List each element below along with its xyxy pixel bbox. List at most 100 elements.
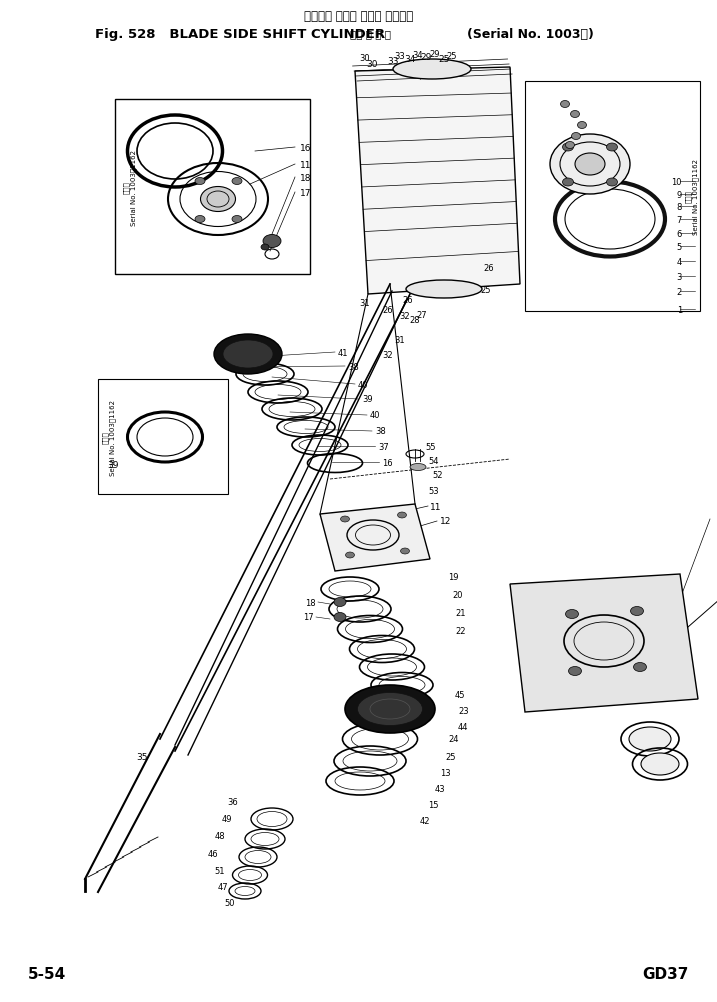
Text: （適 用 号 機: （適 用 号 機	[350, 29, 391, 39]
Text: 36: 36	[227, 798, 238, 807]
Text: 11: 11	[300, 160, 311, 169]
Ellipse shape	[563, 144, 574, 152]
Text: 5: 5	[677, 242, 682, 252]
Text: 18: 18	[300, 173, 311, 182]
Bar	[98, 380, 228, 495]
Text: 53: 53	[428, 487, 439, 496]
Text: 55: 55	[425, 443, 435, 452]
Text: 1: 1	[677, 306, 682, 315]
Ellipse shape	[634, 663, 647, 671]
Ellipse shape	[561, 101, 569, 108]
Ellipse shape	[201, 187, 235, 212]
Polygon shape	[510, 574, 698, 712]
Text: 22: 22	[455, 627, 465, 636]
Text: 7: 7	[677, 215, 682, 224]
Ellipse shape	[214, 335, 282, 375]
Ellipse shape	[607, 144, 617, 152]
Text: 33: 33	[387, 56, 399, 65]
Ellipse shape	[195, 178, 205, 185]
Text: 10: 10	[672, 177, 682, 186]
Text: 34: 34	[404, 54, 416, 63]
Text: 50: 50	[224, 899, 235, 908]
Text: 18: 18	[305, 598, 315, 607]
Text: 32: 32	[383, 350, 394, 359]
Text: 30: 30	[360, 53, 370, 62]
Polygon shape	[355, 68, 520, 295]
Ellipse shape	[641, 754, 679, 776]
Ellipse shape	[195, 216, 205, 223]
Text: 26: 26	[383, 306, 394, 315]
Text: 52: 52	[432, 471, 442, 480]
Polygon shape	[320, 504, 430, 571]
Text: 40: 40	[358, 380, 369, 389]
Text: 17: 17	[303, 613, 313, 622]
Bar	[115, 100, 310, 275]
Text: 13: 13	[440, 769, 450, 778]
Text: 33: 33	[394, 51, 405, 60]
Ellipse shape	[401, 548, 409, 554]
Text: 30: 30	[366, 59, 378, 68]
Text: 38: 38	[348, 362, 358, 371]
Text: 29: 29	[420, 52, 432, 61]
Text: 31: 31	[394, 335, 405, 344]
Text: 4: 4	[677, 258, 682, 267]
Text: 40: 40	[370, 411, 381, 420]
Text: 9: 9	[677, 190, 682, 199]
Ellipse shape	[550, 135, 630, 194]
Text: 20: 20	[452, 590, 462, 599]
Ellipse shape	[566, 610, 579, 619]
Text: 19: 19	[448, 573, 458, 582]
Ellipse shape	[232, 216, 242, 223]
Ellipse shape	[630, 607, 643, 616]
Ellipse shape	[571, 133, 581, 140]
Text: 25: 25	[445, 752, 455, 761]
Text: 15: 15	[428, 801, 439, 810]
Ellipse shape	[575, 154, 605, 175]
Text: 34: 34	[413, 50, 423, 59]
Ellipse shape	[563, 178, 574, 186]
Text: 6: 6	[677, 229, 682, 238]
Text: (Serial No. 1003～): (Serial No. 1003～)	[467, 27, 594, 40]
Ellipse shape	[410, 464, 426, 471]
Text: 37: 37	[378, 442, 389, 451]
Text: 26: 26	[403, 296, 413, 305]
Text: 31: 31	[360, 299, 370, 308]
Ellipse shape	[566, 142, 574, 149]
Text: 8: 8	[677, 202, 682, 211]
Text: 16: 16	[300, 143, 311, 152]
Text: 44: 44	[458, 721, 468, 730]
Text: 32: 32	[399, 312, 410, 321]
Ellipse shape	[406, 281, 482, 299]
Text: 38: 38	[375, 427, 386, 436]
Text: 45: 45	[455, 689, 465, 698]
Text: 5-54: 5-54	[28, 967, 66, 982]
Text: 49: 49	[222, 815, 232, 824]
Text: 適用外
Serial No. 1003〜1162: 適用外 Serial No. 1003〜1162	[102, 399, 116, 475]
Text: 適用外
Serial No. 1003〜1162: 適用外 Serial No. 1003〜1162	[123, 149, 137, 225]
Text: 25: 25	[447, 51, 457, 60]
Ellipse shape	[607, 178, 617, 186]
Text: 25: 25	[480, 286, 490, 295]
Ellipse shape	[397, 512, 407, 518]
Text: 48: 48	[214, 832, 225, 841]
Text: 16: 16	[382, 458, 393, 467]
Ellipse shape	[341, 516, 349, 522]
Text: Fig. 528   BLADE SIDE SHIFT CYLINDER: Fig. 528 BLADE SIDE SHIFT CYLINDER	[95, 27, 385, 40]
Text: 29: 29	[429, 49, 440, 58]
Text: 25: 25	[438, 54, 450, 63]
Text: 適用外
Serial No. 1003〜1162: 適用外 Serial No. 1003〜1162	[685, 159, 699, 234]
Text: 39: 39	[362, 395, 373, 404]
Ellipse shape	[334, 598, 346, 607]
Text: 24: 24	[448, 734, 458, 743]
Ellipse shape	[629, 727, 671, 752]
Ellipse shape	[346, 552, 354, 558]
Text: 21: 21	[455, 608, 465, 617]
Ellipse shape	[571, 111, 579, 118]
Ellipse shape	[334, 613, 346, 622]
Text: 46: 46	[207, 850, 218, 859]
Ellipse shape	[261, 244, 269, 250]
Text: 42: 42	[420, 817, 430, 826]
Text: 39: 39	[108, 460, 119, 469]
Text: 2: 2	[677, 288, 682, 297]
Text: ブレード サイド シフト シリンダ: ブレード サイド シフト シリンダ	[304, 9, 413, 22]
